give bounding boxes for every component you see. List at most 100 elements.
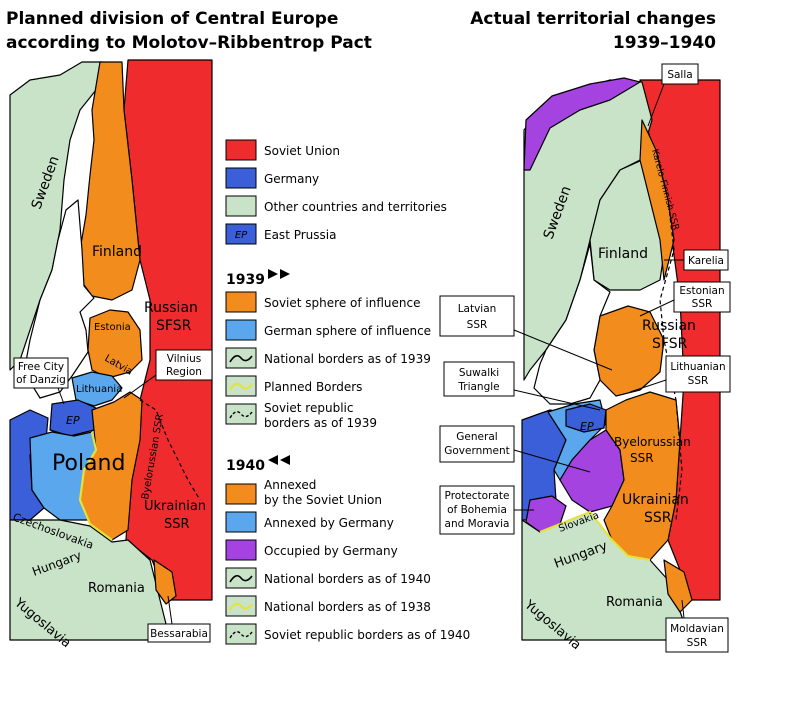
right-label-ukr-ssr: SSR <box>644 510 672 526</box>
legend-swatch-ep-text: EP <box>235 230 248 241</box>
callout-suwalki-box <box>443 361 515 397</box>
fast-forward-icon <box>268 455 290 465</box>
callout-suwalki-pointer <box>513 389 601 411</box>
right-label-byelorussian: Byelorussian <box>614 435 691 449</box>
legend-label-soviet-union: Soviet Union <box>264 144 340 158</box>
right-title-line1: Actual territorial changes <box>470 9 716 29</box>
right-border-1938 <box>539 510 651 562</box>
right-label-byelo-ssr: SSR <box>630 451 654 465</box>
legend-line-republic-1940 <box>229 631 253 639</box>
legend-swatch-republic-1939 <box>225 403 257 425</box>
callout-latvian-pointer <box>513 329 613 371</box>
legend-heading-1939: 1939 <box>226 272 265 288</box>
callout-bessarabia-text: Bessarabia <box>150 628 208 640</box>
left-label-poland: Poland <box>52 451 125 476</box>
right-east-prussia <box>565 403 607 433</box>
legend-line-borders-1938 <box>229 602 253 611</box>
right-norway-occupied <box>523 77 641 171</box>
callout-bessarabia-box <box>147 623 211 643</box>
callout-vilnius-line2: Region <box>166 366 202 378</box>
legend-swatch-other <box>225 195 257 217</box>
callout-bessarabia-pointer <box>167 595 173 625</box>
left-label-ssr: SSR <box>164 517 190 532</box>
left-south-countries <box>9 519 171 641</box>
callout-estonian-line1: Estonian <box>679 285 724 297</box>
left-bessarabia <box>153 559 177 605</box>
legend-label-republic-1940: Soviet republic borders as of 1940 <box>264 628 470 642</box>
left-label-sfsr: SFSR <box>156 318 192 334</box>
right-map <box>521 77 721 641</box>
legend-swatch-republic-1940 <box>225 623 257 645</box>
callout-danzig-box <box>13 357 69 389</box>
left-callouts: Free City of Danzig Vilnius Region Bessa… <box>13 349 213 643</box>
left-label-finland: Finland <box>92 244 142 260</box>
left-label-ukrainian: Ukrainian <box>144 499 206 514</box>
callout-danzig-pointer <box>57 387 65 405</box>
legend-swatch-annexed-germany <box>225 511 257 533</box>
legend-label-republic-1939-l1: Soviet republic <box>264 401 353 415</box>
legend-line-planned <box>229 382 253 391</box>
callout-suwalki-line1: Suwalki <box>459 367 499 379</box>
right-republic-border-1940 <box>655 149 683 521</box>
left-label-lithuania: Lithuania <box>76 384 122 395</box>
callout-latvian-line1: Latvian <box>458 303 497 315</box>
callout-protectorate-box <box>439 485 515 535</box>
left-label-russian: Russian <box>144 300 198 316</box>
callout-general-pointer <box>513 449 591 473</box>
legend-swatch-occupied <box>225 539 257 561</box>
legend-label-annexed-germany: Annexed by Germany <box>264 516 394 530</box>
right-baltic-sea <box>533 243 611 405</box>
right-label-ep: EP <box>580 420 594 433</box>
callout-danzig-line1: Free City <box>18 361 64 373</box>
left-title-line2: according to Molotov–Ribbentrop Pact <box>6 33 372 53</box>
callout-protectorate-line2: of Bohemia <box>447 504 507 516</box>
legend-label-other: Other countries and territories <box>264 200 447 214</box>
legend-label-borders-1938: National borders as of 1938 <box>264 600 431 614</box>
legend-label-east-prussia: East Prussia <box>264 228 336 242</box>
left-baltics <box>87 309 143 379</box>
right-title-line2: 1939–1940 <box>613 33 716 53</box>
legend-line-borders-1939 <box>229 354 253 363</box>
callout-protectorate-line3: and Moravia <box>445 518 510 530</box>
right-callouts: Salla Karelia Estonian SSR Latvian SSR L… <box>439 63 731 653</box>
callout-estonian-box <box>673 281 731 313</box>
callout-vilnius-pointer <box>123 374 157 399</box>
callout-danzig-line2: of Danzig <box>16 374 66 386</box>
right-label-ukrainian: Ukrainian <box>622 492 689 508</box>
callout-lithuanian-line2: SSR <box>688 375 709 387</box>
callout-lithuanian-line1: Lithuanian <box>670 361 725 373</box>
legend-label-occupied: Occupied by Germany <box>264 544 398 558</box>
callout-estonian-pointer <box>639 299 675 317</box>
legend-label-germany: Germany <box>264 172 319 186</box>
callout-suwalki-line2: Triangle <box>457 381 499 393</box>
left-label-ep: EP <box>66 414 80 427</box>
legend-swatch-soviet-sphere <box>225 291 257 313</box>
legend-swatch-german-sphere <box>225 319 257 341</box>
callout-moldavian-line1: Moldavian <box>670 623 724 635</box>
left-title-line1: Planned division of Central Europe <box>6 9 338 29</box>
legend-heading-1940: 1940 <box>226 458 265 474</box>
callout-karelia-text: Karelia <box>688 255 724 267</box>
callout-salla-pointer <box>647 83 665 127</box>
right-label-finland: Finland <box>598 246 648 262</box>
callout-salla-box <box>661 63 699 85</box>
left-map <box>9 59 213 641</box>
legend-label-borders-1939: National borders as of 1939 <box>264 352 431 366</box>
callout-moldavian-pointer <box>681 599 685 619</box>
left-baltic-sea <box>23 199 95 399</box>
right-label-sfsr: SFSR <box>652 336 688 352</box>
callout-salla-text: Salla <box>667 69 692 81</box>
legend-line-republic-1939 <box>229 411 253 419</box>
callout-lithuanian-pointer <box>629 379 667 393</box>
callout-general-box <box>439 425 515 463</box>
left-label-romania: Romania <box>88 581 145 596</box>
callout-estonian-line2: SSR <box>692 298 713 310</box>
legend-label-annexed-soviet-l2: by the Soviet Union <box>264 493 382 507</box>
legend-swatch-annexed-soviet <box>225 483 257 505</box>
right-label-russian: Russian <box>642 318 696 334</box>
callout-lithuanian-box <box>665 355 731 393</box>
legend-label-republic-1939-l2: borders as of 1939 <box>264 416 377 430</box>
callout-general-line2: Government <box>444 445 509 457</box>
left-scandinavia <box>9 61 103 371</box>
